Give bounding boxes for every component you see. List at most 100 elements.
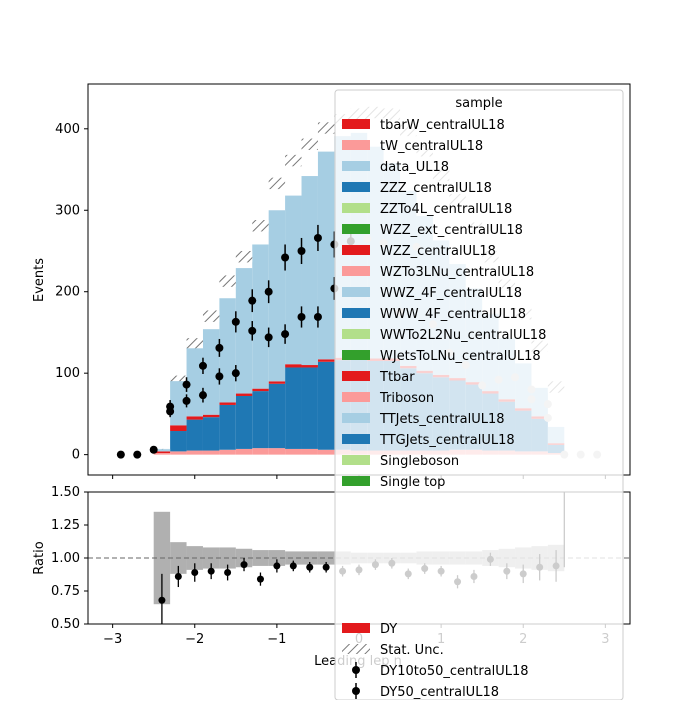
legend-label: Single top (380, 475, 445, 490)
stack-bar (302, 365, 318, 367)
legend-swatch (342, 224, 370, 234)
ratio-y-tick-label: 1.00 (51, 551, 80, 566)
legend-swatch (342, 644, 370, 654)
stat-unc-hatch (285, 155, 301, 166)
data-point (281, 254, 289, 262)
y-tick-label: 100 (55, 366, 80, 381)
stack-bar (170, 451, 186, 454)
legend-label: TTJets_centralUL18 (379, 412, 505, 427)
legend-label: WWW_4F_centralUL18 (380, 307, 526, 322)
legend-swatch (342, 287, 370, 297)
legend-marker (352, 687, 360, 695)
legend-label: Singleboson (380, 454, 459, 469)
legend-swatch (342, 266, 370, 276)
legend-swatch (342, 413, 370, 423)
data-point (265, 333, 273, 341)
data-point (199, 391, 207, 399)
stack-bar (203, 417, 219, 450)
stack-bar (236, 449, 252, 455)
stat-unc-hatch (302, 139, 318, 150)
ratio-point (224, 569, 231, 576)
stack-bar (318, 359, 334, 361)
legend-label: DY10to50_centralUL18 (380, 664, 529, 679)
data-point (232, 318, 240, 326)
ratio-point (208, 568, 215, 575)
legend-label: data_UL18 (380, 160, 449, 175)
legend-swatch (342, 623, 370, 633)
legend-label: DY (380, 622, 397, 637)
data-point (298, 313, 306, 321)
legend-label: WZTo3LNu_centralUL18 (380, 265, 534, 280)
legend-swatch (342, 308, 370, 318)
legend-label: Triboson (379, 391, 434, 406)
x-tick-label: −3 (103, 632, 122, 647)
stack-bar (302, 449, 318, 455)
data-point (248, 297, 256, 305)
ratio-point (241, 561, 248, 568)
stack-bar (203, 329, 219, 415)
stack-bar (236, 396, 252, 449)
stack-bar (170, 425, 186, 431)
legend-label: WZZ_ext_centralUL18 (380, 223, 523, 238)
ratio-point (175, 573, 182, 580)
stack-bar (203, 451, 219, 455)
stack-bar (187, 416, 203, 419)
data-point (215, 344, 223, 352)
legend-label: tW_centralUL18 (380, 139, 483, 154)
legend: sampletbarW_centralUL18tW_centralUL18dat… (335, 90, 623, 700)
ratio-point (158, 597, 165, 604)
legend-swatch (342, 182, 370, 192)
stack-bar (252, 389, 268, 391)
legend-label: WJetsToLNu_centralUL18 (380, 349, 541, 364)
ratio-y-axis-label: Ratio (32, 541, 47, 574)
legend-label: WWTo2L2Nu_centralUL18 (380, 328, 546, 343)
stack-bar (285, 367, 301, 448)
stat-unc-hatch (187, 338, 203, 348)
legend-label: Ttbar (379, 370, 415, 385)
data-point (248, 327, 256, 335)
data-point (265, 288, 273, 296)
legend-marker (352, 666, 360, 674)
legend-swatch (342, 455, 370, 465)
stack-bar (302, 176, 318, 365)
legend-label: WWZ_4F_centralUL18 (380, 286, 522, 301)
legend-swatch (342, 476, 370, 486)
legend-label: ZZZ_centralUL18 (380, 181, 492, 196)
legend-swatch (342, 350, 370, 360)
y-tick-label: 0 (72, 448, 80, 463)
ratio-point (257, 576, 264, 583)
stack-bar (187, 344, 203, 416)
stack-bar (285, 196, 301, 365)
data-point (215, 372, 223, 380)
stack-bar (219, 405, 235, 450)
data-point (232, 369, 240, 377)
stack-bar (318, 152, 334, 360)
stat-unc-hatch (170, 376, 186, 382)
stack-bar (203, 415, 219, 417)
legend-label: WZZ_centralUL18 (380, 244, 496, 259)
stack-bar (154, 453, 170, 455)
ratio-point (323, 564, 330, 571)
data-point (117, 451, 125, 459)
data-point (199, 362, 207, 370)
data-point (314, 313, 322, 321)
stack-bar (187, 451, 203, 455)
stack-bar (252, 244, 268, 388)
stack-bar (285, 364, 301, 367)
ratio-y-tick-label: 0.75 (51, 584, 80, 599)
main-y-axis-label: Events (32, 258, 47, 302)
stack-bar (236, 394, 252, 396)
stack-bar (170, 431, 186, 451)
ratio-y-tick-label: 0.50 (51, 617, 80, 632)
stack-bar (252, 391, 268, 448)
ratio-y-tick-label: 1.25 (51, 518, 80, 533)
data-point (298, 247, 306, 255)
stack-bar (302, 367, 318, 448)
legend-swatch (342, 203, 370, 213)
data-point (183, 381, 191, 389)
legend-label: TTGJets_centralUL18 (379, 433, 515, 448)
data-point (166, 403, 174, 411)
data-point (133, 451, 141, 459)
